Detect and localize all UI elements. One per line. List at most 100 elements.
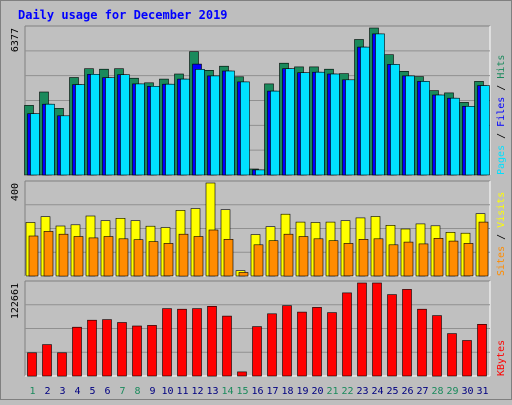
x-tick-label-day-12: 12 bbox=[191, 386, 203, 397]
x-tick-label-day-27: 27 bbox=[416, 386, 428, 397]
y-axis-max-label-hits-files-pages: 6377 bbox=[10, 28, 21, 52]
x-tick-label-day-6: 6 bbox=[104, 386, 110, 397]
x-tick-label-day-1: 1 bbox=[29, 386, 35, 397]
bar-sites-day-19 bbox=[298, 236, 309, 277]
bar-pages-day-2 bbox=[45, 103, 55, 176]
bar-sites-day-15 bbox=[238, 272, 249, 277]
bar-kbytes-day-11 bbox=[177, 308, 187, 377]
x-tick-label-day-4: 4 bbox=[74, 386, 80, 397]
bar-kbytes-day-6 bbox=[102, 319, 112, 377]
bar-pages-day-7 bbox=[120, 74, 130, 176]
x-tick-label-day-14: 14 bbox=[221, 386, 233, 397]
x-tick-label-day-23: 23 bbox=[356, 386, 368, 397]
x-tick-label-day-2: 2 bbox=[44, 386, 50, 397]
bar-sites-day-23 bbox=[358, 239, 369, 277]
bar-pages-day-8 bbox=[135, 83, 145, 176]
bar-pages-day-26 bbox=[405, 75, 415, 176]
bar-kbytes-day-16 bbox=[252, 326, 262, 377]
bar-kbytes-day-30 bbox=[462, 340, 472, 377]
legend-visits-sites: Sites / Visits bbox=[496, 192, 507, 276]
bar-sites-day-21 bbox=[328, 240, 339, 277]
bar-kbytes-day-23 bbox=[357, 282, 367, 377]
x-tick-label-day-8: 8 bbox=[134, 386, 140, 397]
bar-sites-day-20 bbox=[313, 238, 324, 277]
legend-kbytes: KBytes bbox=[496, 340, 507, 376]
x-tick-label-day-17: 17 bbox=[266, 386, 278, 397]
bar-kbytes-day-1 bbox=[27, 352, 37, 377]
bar-sites-day-29 bbox=[448, 240, 459, 277]
bar-pages-day-4 bbox=[75, 84, 85, 176]
bar-kbytes-day-22 bbox=[342, 292, 352, 377]
bar-kbytes-day-20 bbox=[312, 307, 322, 377]
bar-sites-day-4 bbox=[73, 236, 84, 277]
x-tick-label-day-22: 22 bbox=[341, 386, 353, 397]
bar-kbytes-day-13 bbox=[207, 305, 217, 377]
bar-kbytes-day-9 bbox=[147, 325, 157, 377]
bar-pages-day-6 bbox=[105, 77, 115, 176]
bar-sites-day-11 bbox=[178, 233, 189, 277]
bar-pages-day-25 bbox=[390, 64, 400, 176]
legend-separator: / bbox=[496, 228, 507, 246]
bar-kbytes-day-4 bbox=[72, 326, 82, 377]
bar-pages-day-15 bbox=[240, 81, 250, 176]
bar-pages-day-20 bbox=[315, 71, 325, 176]
bar-sites-day-2 bbox=[43, 231, 54, 277]
chart-title: Daily usage for December 2019 bbox=[18, 8, 228, 22]
bar-kbytes-day-8 bbox=[132, 325, 142, 377]
bar-pages-day-30 bbox=[465, 106, 475, 176]
bar-sites-day-22 bbox=[343, 243, 354, 277]
y-axis-max-label-visits-sites: 400 bbox=[10, 183, 21, 201]
bar-sites-day-10 bbox=[163, 243, 174, 277]
x-tick-label-day-18: 18 bbox=[281, 386, 293, 397]
bar-kbytes-day-31 bbox=[477, 323, 487, 377]
legend-item-sites: Sites bbox=[496, 246, 507, 276]
bar-sites-day-3 bbox=[58, 233, 69, 277]
bar-sites-day-13 bbox=[208, 229, 219, 277]
legend-item-hits: Hits bbox=[496, 55, 507, 79]
bar-sites-day-12 bbox=[193, 236, 204, 277]
bar-pages-day-13 bbox=[210, 75, 220, 176]
bar-kbytes-day-26 bbox=[402, 289, 412, 377]
legend-item-files: Files bbox=[496, 97, 507, 127]
x-tick-label-day-20: 20 bbox=[311, 386, 323, 397]
legend-separator: / bbox=[496, 127, 507, 145]
bar-sites-day-14 bbox=[223, 239, 234, 277]
bar-sites-day-24 bbox=[373, 238, 384, 277]
x-tick-label-day-11: 11 bbox=[176, 386, 188, 397]
x-tick-label-day-5: 5 bbox=[89, 386, 95, 397]
x-tick-label-day-19: 19 bbox=[296, 386, 308, 397]
x-tick-label-day-29: 29 bbox=[446, 386, 458, 397]
bar-kbytes-day-15 bbox=[237, 371, 247, 377]
bar-pages-day-3 bbox=[60, 115, 70, 176]
x-tick-label-day-10: 10 bbox=[161, 386, 173, 397]
bar-kbytes-day-14 bbox=[222, 315, 232, 377]
x-tick-label-day-15: 15 bbox=[236, 386, 248, 397]
bar-pages-day-24 bbox=[375, 33, 385, 176]
bar-pages-day-11 bbox=[180, 78, 190, 176]
bar-pages-day-22 bbox=[345, 79, 355, 176]
x-tick-label-day-16: 16 bbox=[251, 386, 263, 397]
x-tick-label-day-25: 25 bbox=[386, 386, 398, 397]
bar-pages-day-1 bbox=[30, 113, 40, 176]
bar-kbytes-day-17 bbox=[267, 313, 277, 377]
bar-sites-day-7 bbox=[118, 238, 129, 277]
bar-pages-day-12 bbox=[195, 69, 205, 176]
bar-pages-day-5 bbox=[90, 74, 100, 176]
bar-pages-day-19 bbox=[300, 72, 310, 176]
legend-item-kbytes: KBytes bbox=[496, 340, 507, 376]
bar-pages-day-23 bbox=[360, 46, 370, 176]
bar-kbytes-day-25 bbox=[387, 294, 397, 377]
bar-sites-day-17 bbox=[268, 240, 279, 277]
bar-sites-day-31 bbox=[478, 221, 489, 277]
x-tick-label-day-21: 21 bbox=[326, 386, 338, 397]
bar-sites-day-18 bbox=[283, 233, 294, 277]
bar-pages-day-21 bbox=[330, 73, 340, 176]
bar-kbytes-day-27 bbox=[417, 308, 427, 377]
bar-pages-day-10 bbox=[165, 83, 175, 176]
x-tick-label-day-7: 7 bbox=[119, 386, 125, 397]
x-tick-label-day-30: 30 bbox=[461, 386, 473, 397]
bar-sites-day-26 bbox=[403, 241, 414, 277]
bar-kbytes-day-18 bbox=[282, 305, 292, 377]
bar-sites-day-28 bbox=[433, 238, 444, 277]
